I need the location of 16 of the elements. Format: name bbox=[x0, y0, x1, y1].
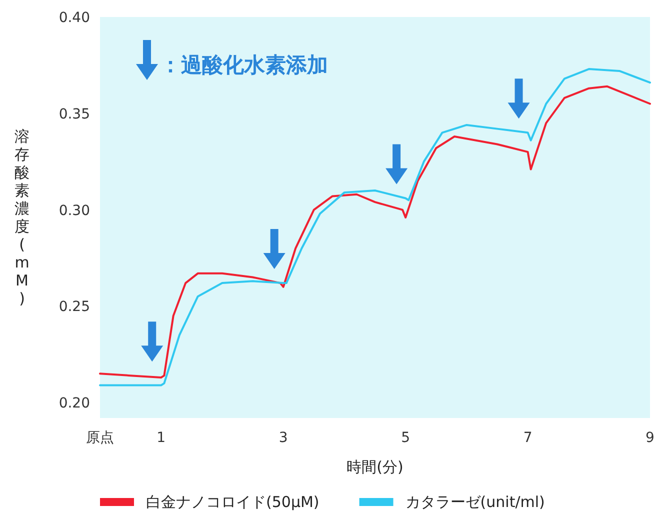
y-tick-label: 0.40 bbox=[58, 10, 90, 26]
x-tick-label: 原点 bbox=[86, 430, 114, 446]
x-tick-label: 9 bbox=[646, 430, 654, 446]
y-tick-label: 0.20 bbox=[58, 396, 90, 412]
annotation: ：過酸化水素添加 bbox=[160, 53, 328, 77]
x-tick-label: 7 bbox=[523, 430, 532, 446]
x-axis-title: 時間(分) bbox=[346, 458, 404, 476]
x-tick-label: 5 bbox=[401, 430, 410, 446]
y-tick-label: 0.30 bbox=[58, 202, 90, 219]
x-tick-label: 1 bbox=[156, 430, 166, 446]
legend-label: 白金ナノコロイド(50μM) bbox=[146, 493, 320, 511]
legend-label: カタラーゼ(unit/ml) bbox=[405, 493, 545, 511]
y-tick-label: 0.25 bbox=[58, 299, 90, 316]
y-tick-label: 0.35 bbox=[58, 106, 90, 122]
text: 溶存酸素濃度(mM) bbox=[14, 128, 30, 308]
x-tick-label: 3 bbox=[278, 430, 288, 446]
